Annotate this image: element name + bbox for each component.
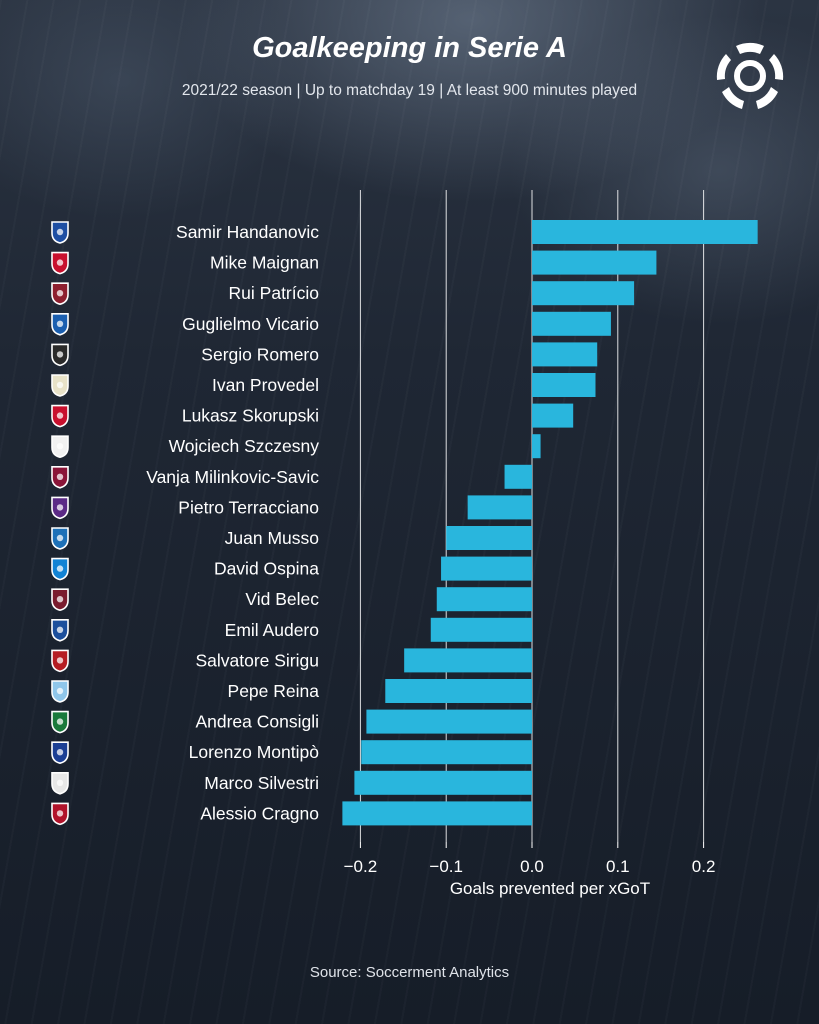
verona-badge-icon <box>51 741 69 765</box>
bar <box>446 526 532 550</box>
player-label: Emil Audero <box>225 620 319 640</box>
bar <box>504 464 532 489</box>
player-label: Pepe Reina <box>228 681 320 701</box>
bar <box>430 617 532 642</box>
inter-badge-icon <box>51 221 69 244</box>
player-label: Mike Maignan <box>210 253 319 273</box>
genoa-badge-icon <box>51 649 69 673</box>
x-tick-label: −0.1 <box>429 857 463 876</box>
player-label: Rui Patrício <box>229 283 319 303</box>
bar <box>532 434 541 459</box>
bar <box>404 648 532 673</box>
player-label: Sergio Romero <box>201 344 319 364</box>
player-label: Samir Handanovic <box>176 222 319 242</box>
bar <box>361 740 532 765</box>
bar <box>467 495 532 520</box>
milan-badge-icon <box>51 251 69 275</box>
x-tick-label: 0.1 <box>606 857 630 876</box>
player-label: Alessio Cragno <box>200 803 319 823</box>
bar <box>385 679 532 703</box>
bar <box>532 220 758 244</box>
napoli-badge-icon <box>51 557 69 581</box>
player-label: Marco Silvestri <box>204 773 319 793</box>
udinese-badge-icon <box>51 772 69 795</box>
fiorentina-badge-icon <box>51 496 69 520</box>
player-label: Lukasz Skorupski <box>182 406 319 426</box>
player-label: Vanja Milinkovic-Savic <box>146 467 319 487</box>
player-label: Andrea Consigli <box>195 712 319 732</box>
player-label: David Ospina <box>214 559 319 579</box>
bar <box>532 373 596 397</box>
spezia-badge-icon <box>51 374 69 397</box>
chart-subtitle: 2021/22 season | Up to matchday 19 | At … <box>181 82 638 99</box>
bar <box>366 709 532 734</box>
torino-badge-icon <box>51 466 69 489</box>
player-label: Ivan Provedel <box>212 375 319 395</box>
bar <box>436 587 532 612</box>
salernitana-badge-icon <box>51 588 69 612</box>
player-label: Juan Musso <box>225 528 319 548</box>
bar <box>441 556 532 581</box>
soccerment-ball-logo-icon <box>716 42 784 109</box>
bar <box>532 403 574 428</box>
x-tick-label: −0.2 <box>344 857 378 876</box>
empoli-badge-icon <box>51 313 69 336</box>
roma-badge-icon <box>51 282 69 306</box>
player-label: Vid Belec <box>245 589 319 609</box>
player-label: Lorenzo Montipò <box>189 742 319 762</box>
sampdoria-badge-icon <box>51 619 69 642</box>
player-label: Guglielmo Vicario <box>182 314 319 334</box>
source-note: Source: Soccerment Analytics <box>309 964 510 981</box>
chart-title: Goalkeeping in Serie A <box>252 32 567 64</box>
x-tick-label: 0.2 <box>692 857 716 876</box>
bar <box>342 801 532 826</box>
lazio-badge-icon <box>51 680 69 703</box>
cagliari-badge-icon <box>51 802 69 826</box>
player-label: Wojciech Szczesny <box>169 436 320 456</box>
atalanta-badge-icon <box>51 527 69 550</box>
player-label: Salvatore Sirigu <box>195 650 319 670</box>
x-axis-label: Goals prevented per xGoT <box>450 879 650 898</box>
sassuolo-badge-icon <box>51 710 69 734</box>
bar <box>354 770 532 795</box>
bar <box>532 250 657 275</box>
venezia-badge-icon <box>51 343 69 367</box>
bar <box>532 281 635 306</box>
x-tick-label: 0.0 <box>520 857 544 876</box>
juventus-badge-icon <box>51 435 69 459</box>
bar <box>532 342 598 367</box>
bologna-badge-icon <box>51 404 69 428</box>
bar <box>532 311 611 336</box>
player-label: Pietro Terracciano <box>178 497 319 517</box>
